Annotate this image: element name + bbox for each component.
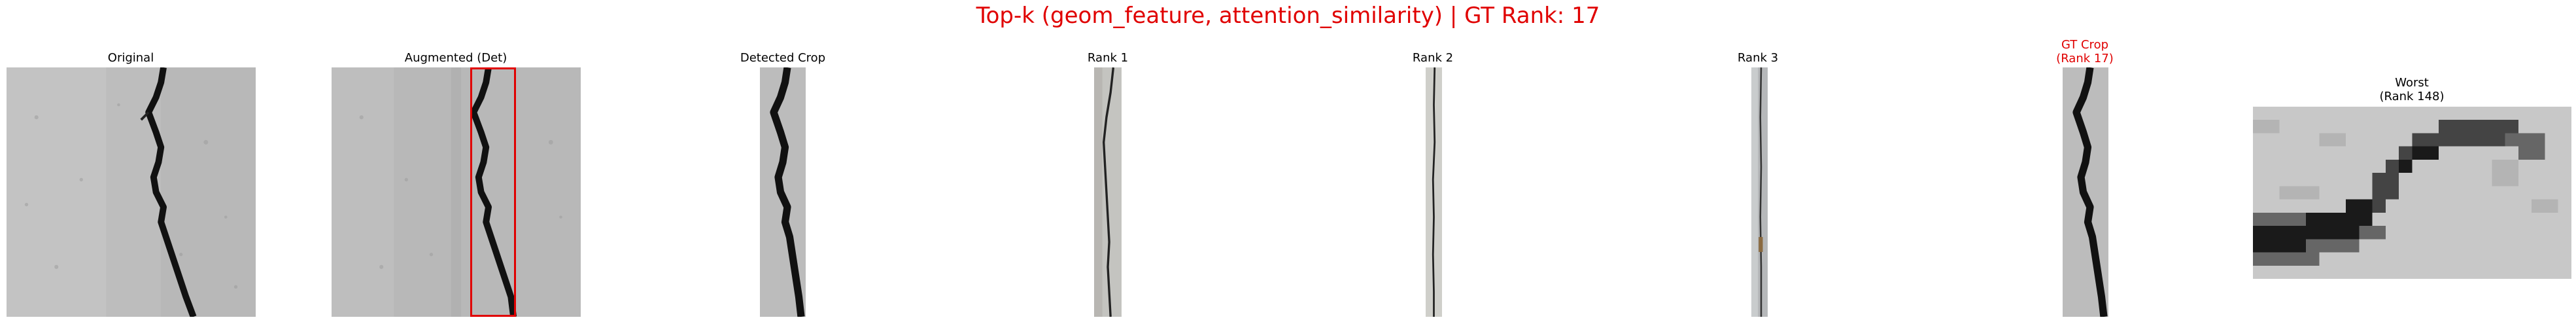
augmented-image bbox=[332, 67, 581, 317]
panel-title-original: Original bbox=[107, 51, 154, 65]
panel-title-rank-1: Rank 1 bbox=[1087, 51, 1129, 65]
panel-title-detected-crop: Detected Crop bbox=[740, 51, 826, 65]
panel-title-rank-2: Rank 2 bbox=[1412, 51, 1454, 65]
panel-title-rank-3: Rank 3 bbox=[1737, 51, 1779, 65]
rank-2-image bbox=[1426, 67, 1442, 317]
figure-title: Top-k (geom_feature, attention_similarit… bbox=[976, 3, 1600, 29]
panel-title-gt-crop: GT Crop (Rank 17) bbox=[2056, 38, 2114, 65]
detected-crop-image bbox=[760, 67, 806, 317]
panel-title-worst: Worst (Rank 148) bbox=[2379, 76, 2445, 103]
rank-3-image bbox=[1751, 67, 1768, 317]
original-image bbox=[7, 67, 256, 317]
detection-box bbox=[470, 67, 516, 317]
worst-image bbox=[2253, 107, 2571, 279]
rank-1-image bbox=[1094, 67, 1122, 317]
gt-crop-image bbox=[2063, 67, 2108, 317]
panel-title-augmented: Augmented (Det) bbox=[404, 51, 507, 65]
